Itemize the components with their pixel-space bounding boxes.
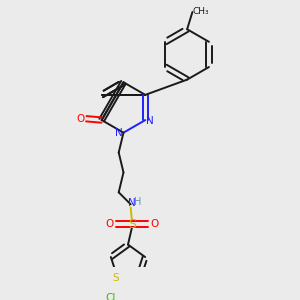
Text: CH₃: CH₃ <box>193 7 209 16</box>
Text: O: O <box>77 114 85 124</box>
Text: O: O <box>150 219 158 229</box>
Text: H: H <box>134 196 142 207</box>
Text: Cl: Cl <box>105 292 116 300</box>
Text: N: N <box>146 116 154 126</box>
Text: N: N <box>128 199 136 208</box>
Text: O: O <box>106 219 114 229</box>
Text: S: S <box>128 218 136 231</box>
Text: N: N <box>115 128 123 139</box>
Text: S: S <box>113 273 119 283</box>
